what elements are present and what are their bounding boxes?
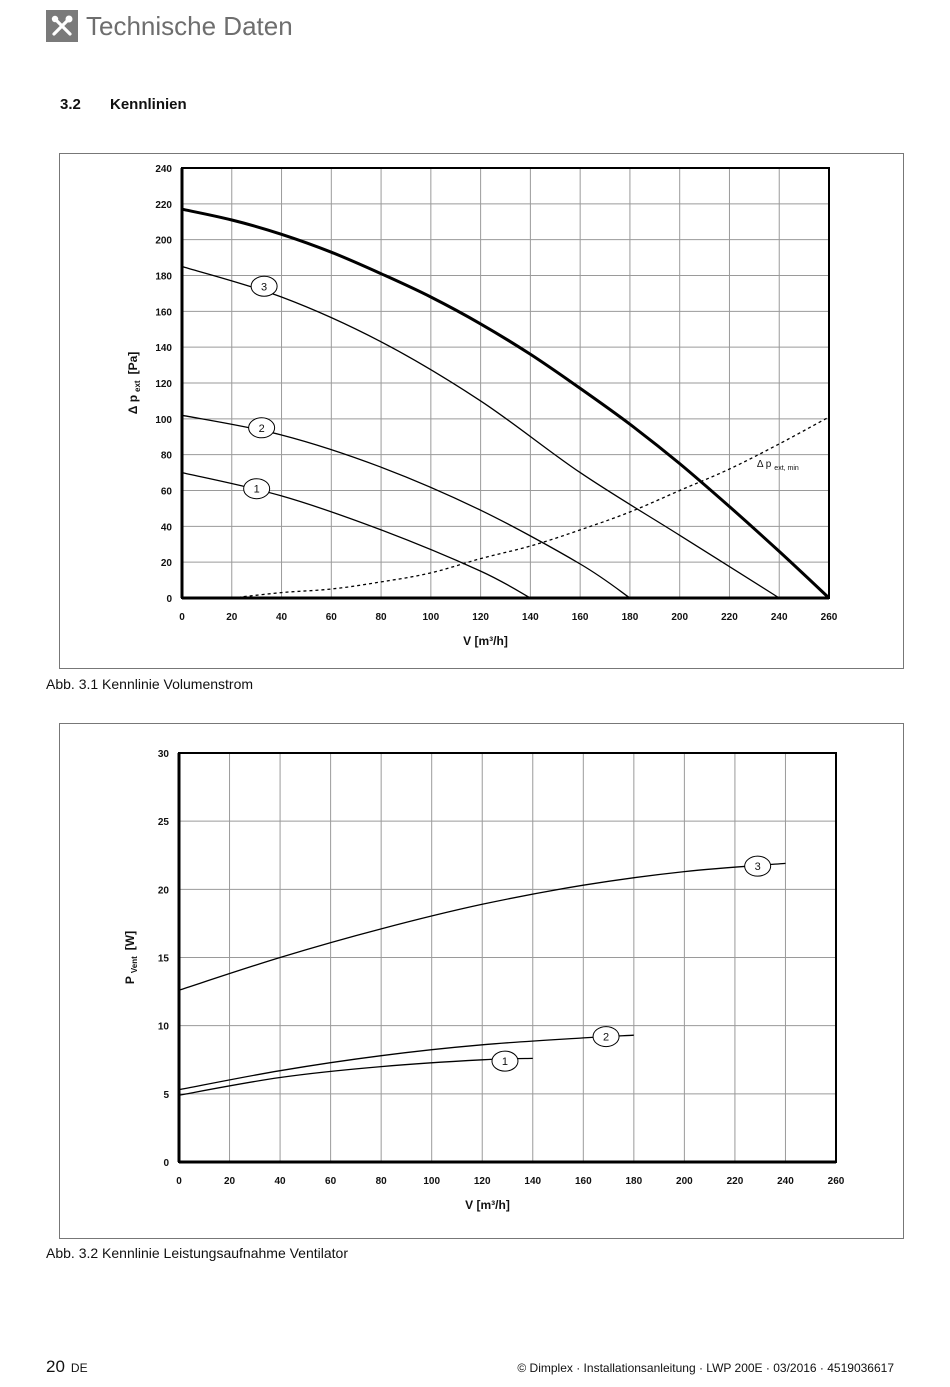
footer-text: © Dimplex · Installationsanleitung · LWP… [517,1361,894,1375]
section-title: Kennlinien [110,96,187,113]
tools-icon [46,10,78,42]
x-tick-label: 60 [326,612,338,623]
curve-label-3: 3 [755,861,761,873]
series-line-dp-ext-min [231,416,830,599]
x-tick-label: 140 [524,1176,541,1187]
x-tick-label: 40 [275,1176,287,1187]
curve-label-2: 2 [603,1032,609,1044]
curve-label-marker [592,1026,620,1048]
y-tick-label: 60 [161,487,173,498]
x-tick-label: 60 [325,1176,337,1187]
curve-label-2: 2 [259,423,265,435]
x-tick-label: 220 [727,1176,744,1187]
y-axis-label: Δ pext[Pa] [126,352,142,415]
x-tick-label: 180 [626,1176,643,1187]
x-tick-label: 200 [676,1176,693,1187]
page-number-value: 20 [46,1357,65,1376]
curve-label-marker [248,417,276,439]
y-tick-label: 40 [161,522,173,533]
x-tick-label: 80 [376,1176,388,1187]
page-number: 20 DE [46,1357,88,1377]
x-tick-label: 200 [671,612,688,623]
series-line-1 [181,471,531,599]
y-tick-label: 20 [158,885,170,896]
x-tick-label: 20 [226,612,238,623]
x-tick-label: 240 [777,1176,794,1187]
x-tick-label: 20 [224,1176,236,1187]
y-tick-label: 0 [163,1158,169,1169]
y-tick-label: 100 [155,415,172,426]
y-tick-label: 5 [163,1090,169,1101]
y-tick-label: 180 [155,272,172,283]
page-header: Technische Daten [46,8,293,44]
figure-caption: Abb. 3.1 Kennlinie Volumenstrom [46,676,254,692]
x-tick-label: 160 [575,1176,592,1187]
section-heading: 3.2 Kennlinien [60,96,187,113]
series-line-3 [181,265,780,599]
series-line-max [181,207,831,600]
curve-label-marker [491,1050,519,1072]
curve-label-1: 1 [254,484,260,496]
y-tick-label: 220 [155,200,172,211]
x-tick-label: 100 [423,612,440,623]
x-axis-label: V [m³/h] [463,634,508,648]
y-tick-label: 160 [155,307,172,318]
x-tick-label: 240 [771,612,788,623]
page-title: Technische Daten [86,10,293,41]
y-axis-label: PVent[W] [123,931,139,984]
y-tick-label: 80 [161,451,173,462]
x-tick-label: 80 [376,612,388,623]
figure-caption: Abb. 3.2 Kennlinie Leistungsaufnahme Ven… [46,1245,348,1261]
x-tick-label: 0 [179,612,185,623]
series-line-1 [178,1057,533,1096]
curve-label-marker [744,855,772,877]
x-tick-label: 160 [572,612,589,623]
series-line-3 [178,862,786,991]
y-tick-label: 0 [166,594,172,605]
y-tick-label: 240 [155,164,172,175]
section-number: 3.2 [60,96,81,113]
y-tick-label: 25 [158,817,170,828]
x-tick-label: 220 [721,612,738,623]
y-tick-label: 120 [155,379,172,390]
curve-label-marker [250,275,278,297]
y-tick-label: 10 [158,1022,170,1033]
x-tick-label: 120 [472,612,489,623]
x-tick-label: 120 [474,1176,491,1187]
x-tick-label: 180 [622,612,639,623]
y-tick-label: 140 [155,343,172,354]
y-tick-label: 200 [155,236,172,247]
x-tick-label: 260 [828,1176,845,1187]
y-tick-label: 20 [161,558,173,569]
figure-frame-volumenstrom: 0 20 40 60 80 100 120 140 160 180 200 220 240 260 0 20 4… [59,153,904,669]
curve-label-1: 1 [502,1056,508,1068]
curve-label-3: 3 [261,281,267,293]
curve-label-marker [243,478,271,500]
x-tick-label: 100 [423,1176,440,1187]
series-line-2 [178,1034,634,1091]
curve-label-dp-ext-min: Δ p ext, min [757,459,799,472]
series-line-2 [181,414,631,599]
x-tick-label: 40 [276,612,288,623]
chart-leistungsaufnahme: 0 20 40 60 80 100 120 140 160 180 200 220 240 2600510… [123,749,845,1212]
y-tick-label: 15 [158,954,170,965]
y-tick-label: 30 [158,749,170,760]
x-axis-label: V [m³/h] [465,1198,510,1212]
x-tick-label: 260 [821,612,838,623]
figure-frame-leistungsaufnahme: 0 20 40 60 80 100 120 140 160 180 200 220 240 260 0 5 10… [59,723,904,1239]
language-code: DE [70,1361,88,1375]
x-tick-label: 0 [176,1176,182,1187]
x-tick-label: 140 [522,612,539,623]
chart-volumenstrom: 0 20 40 60 80 100 120 140 160 180 200 220 240 2600204… [126,164,838,648]
